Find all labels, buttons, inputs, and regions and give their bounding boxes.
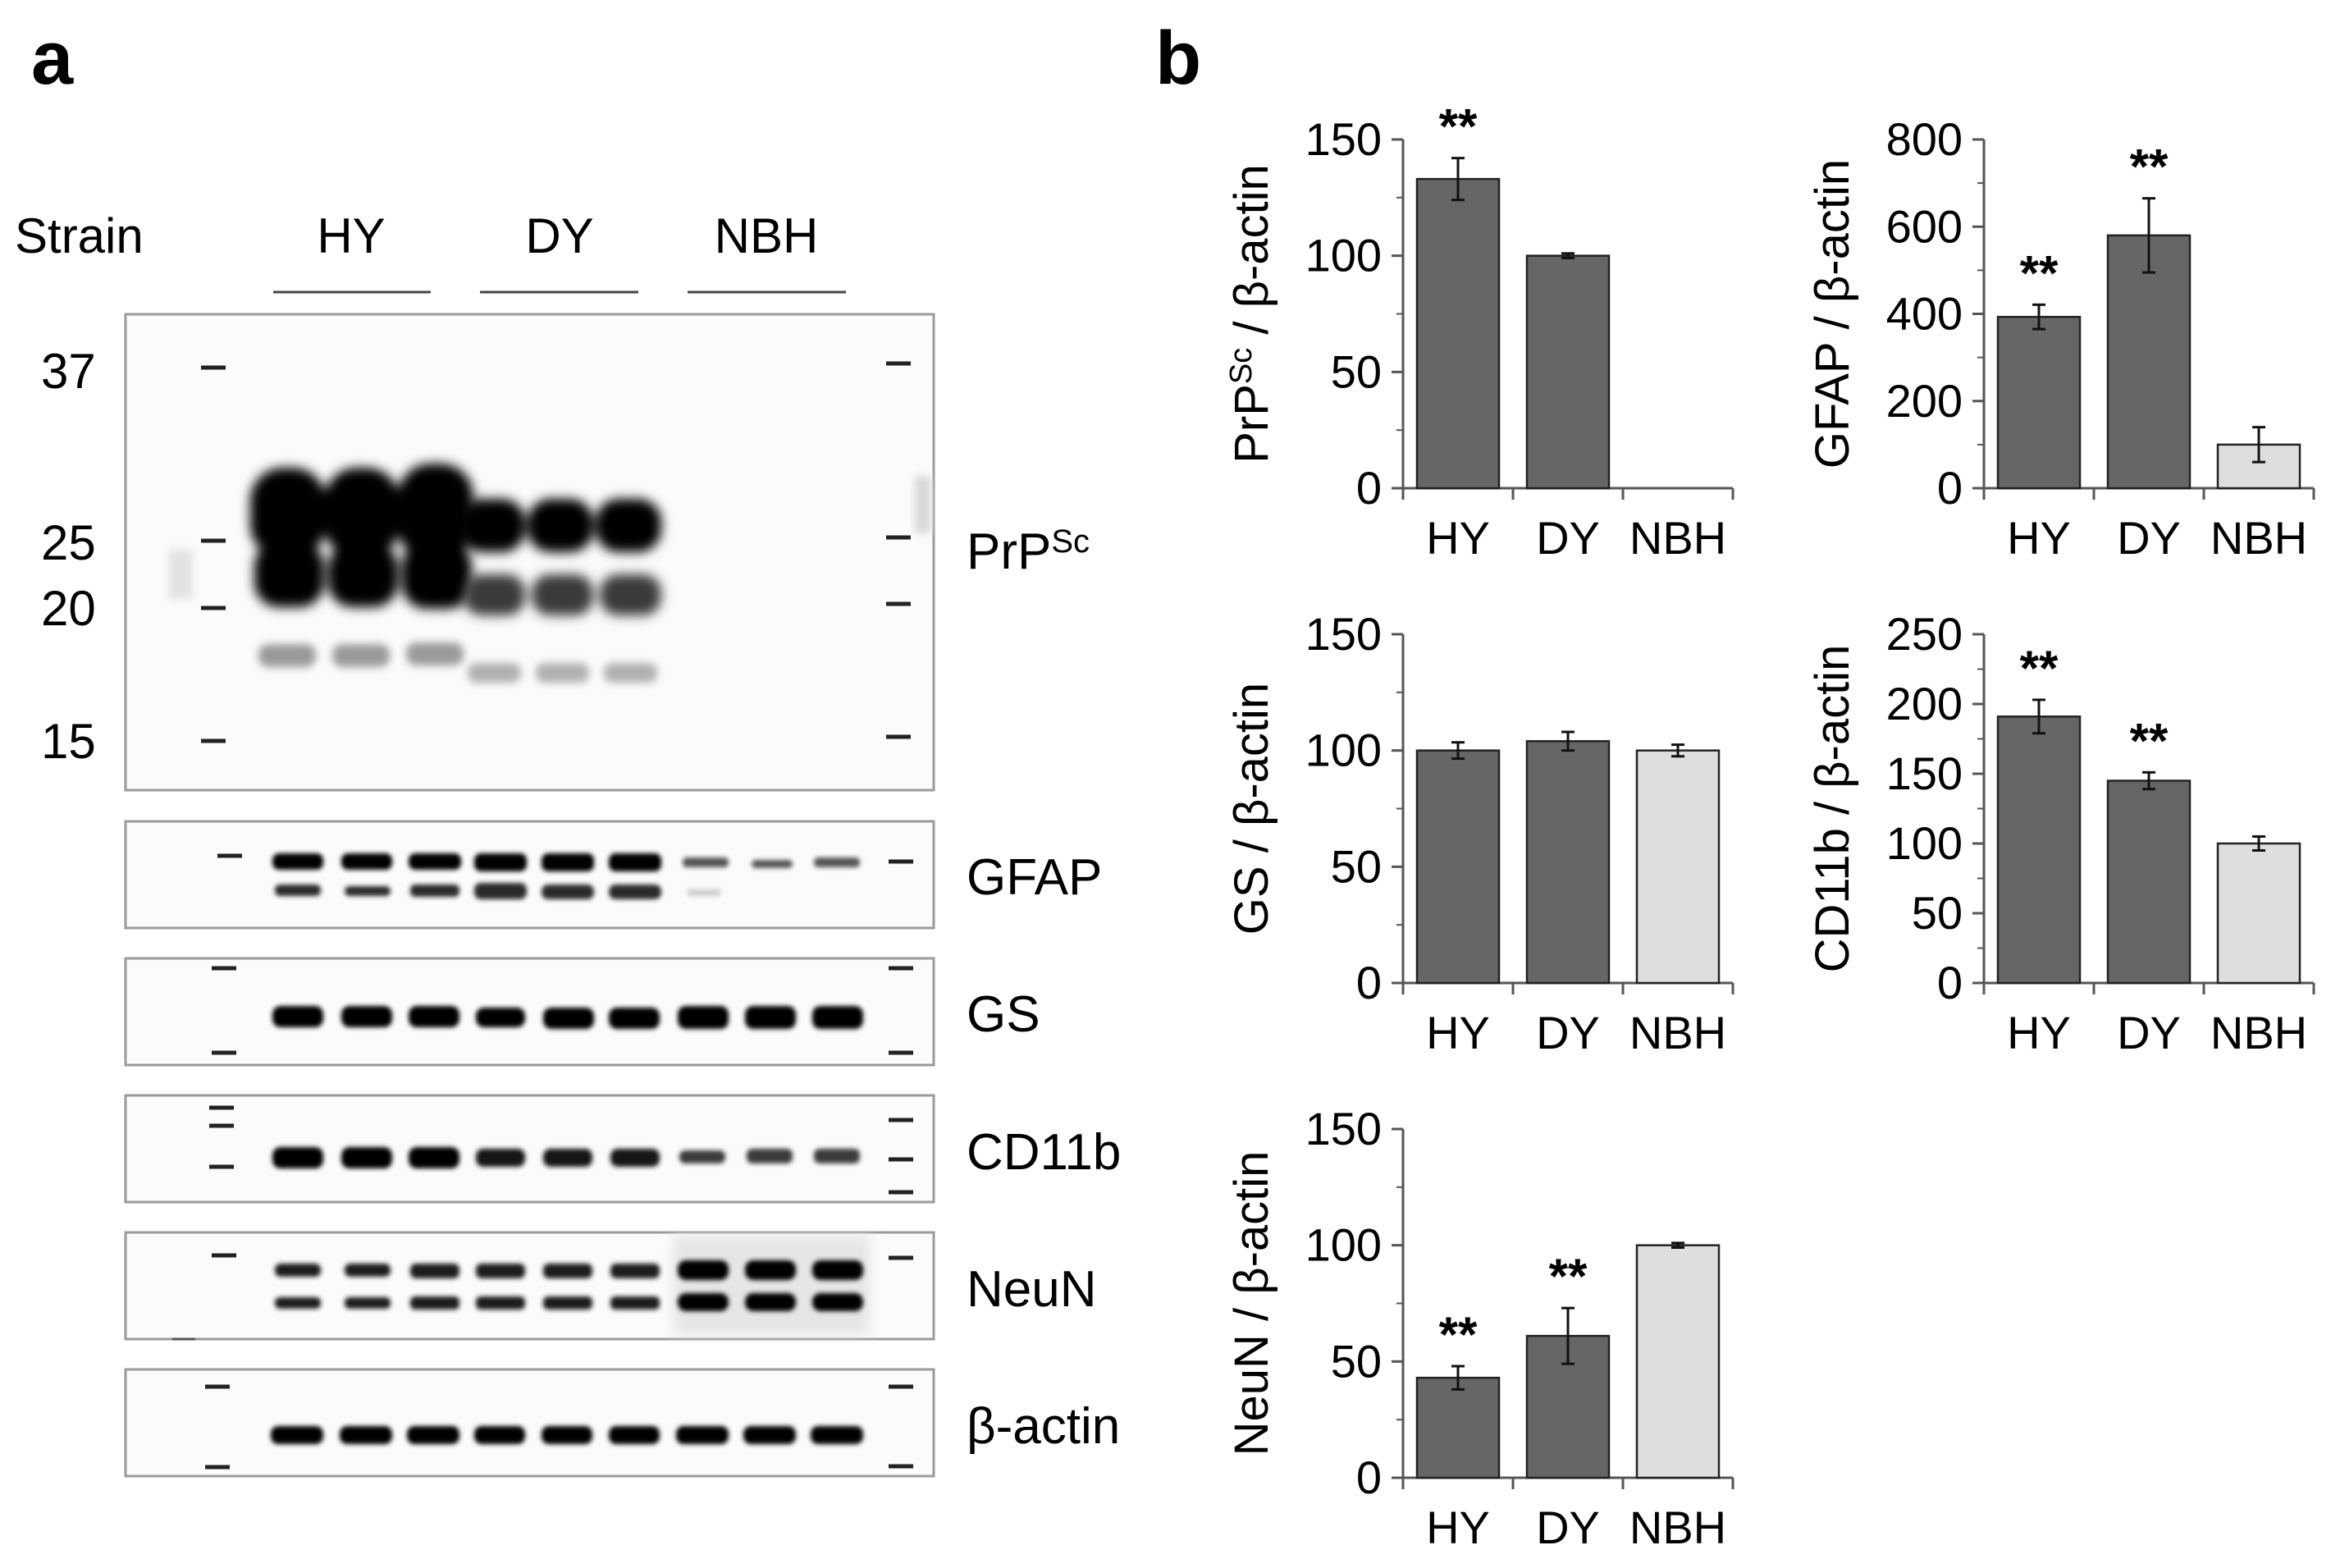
y-axis-label: GS / β-actin — [1225, 683, 1278, 935]
bar-nbh — [1635, 749, 1721, 985]
y-tick-label: 0 — [1937, 957, 1963, 1008]
blot-beta-actin: β-actin — [124, 1368, 1120, 1478]
group-label-hy: HY — [317, 208, 385, 263]
y-tick-label: 0 — [1937, 462, 1963, 514]
significance-marker: ** — [2130, 713, 2169, 768]
protein-label-neun: NeuN — [967, 1261, 1097, 1318]
mw-marker-25: 25 — [41, 515, 96, 570]
y-tick-label: 150 — [1305, 113, 1382, 165]
bar-nbh — [2216, 842, 2301, 985]
y-axis-label: PrPSc / β-actin — [1224, 164, 1278, 464]
x-tick-label-hy: HY — [1426, 1502, 1490, 1553]
x-tick-label-nbh: NBH — [2210, 512, 2307, 564]
x-tick-label-hy: HY — [1426, 512, 1490, 564]
chart-gfap: 0 200 400 600 800 ** HY ** DY NBH GFAP / β-actin — [1806, 113, 2315, 564]
blot-prpsc: PrPSc — [124, 313, 1090, 792]
protein-label-prpsc: PrPSc — [967, 523, 1090, 580]
x-tick-label-nbh: NBH — [2210, 1007, 2307, 1058]
y-tick-label: 150 — [1305, 608, 1382, 660]
y-tick-label: 600 — [1886, 200, 1963, 252]
significance-marker: ** — [2020, 641, 2059, 696]
group-label-nbh: NBH — [715, 208, 819, 263]
protein-label-gs: GS — [967, 986, 1040, 1043]
y-tick-label: 200 — [1886, 678, 1963, 729]
x-tick-label-dy: DY — [1536, 512, 1600, 564]
protein-label-gfap: GFAP — [967, 849, 1102, 906]
x-tick-label-nbh: NBH — [1629, 512, 1726, 564]
strain-label: Strain — [15, 208, 144, 263]
y-tick-label: 100 — [1886, 817, 1963, 869]
chart-gs: 0 50 100 150 HY DY NBH GS / β-actin — [1225, 608, 1735, 1058]
y-tick-label: 150 — [1886, 747, 1963, 799]
y-axis-label: CD11b / β-actin — [1806, 645, 1859, 973]
significance-marker: ** — [1439, 99, 1478, 154]
x-tick-label-dy: DY — [1536, 1007, 1600, 1058]
y-tick-label: 100 — [1305, 1219, 1382, 1271]
chart-cd11b: 0 50 100 150 200 250 ** HY ** DY NBH CD11b / β-acti… — [1806, 608, 2315, 1058]
bar-hy — [1996, 715, 2082, 985]
y-tick-label: 50 — [1331, 1335, 1382, 1387]
chart-prp: 0 50 100 150 ** HY DY NBH PrPSc / β-actin — [1224, 99, 1735, 564]
y-tick-label: 0 — [1356, 957, 1382, 1008]
chart-neun: 0 50 100 150 ** HY ** DY NBH NeuN / β-actin — [1225, 1103, 1735, 1553]
y-tick-label: 100 — [1305, 230, 1382, 281]
panel-b-bar-charts: b 0 50 100 150 ** HY DY NBH PrPSc / β-actin 0 200 4… — [1155, 16, 2315, 1553]
bar-dy — [1525, 740, 1611, 985]
blot-gfap: GFAP — [124, 820, 1102, 930]
x-tick-label-hy: HY — [1426, 1007, 1490, 1058]
mw-marker-15: 15 — [41, 714, 96, 769]
y-tick-label: 50 — [1331, 840, 1382, 892]
bar-hy — [1415, 177, 1501, 490]
panel-a-western-blot: a Strain HY DY NBH 37 25 20 15 — [15, 16, 1121, 1478]
bar-nbh — [1635, 1244, 1721, 1479]
y-tick-label: 800 — [1886, 113, 1963, 165]
protein-label-beta-actin: β-actin — [967, 1398, 1120, 1455]
y-tick-label: 0 — [1356, 1451, 1382, 1503]
bar-hy — [1415, 1376, 1501, 1479]
panel-b-letter: b — [1155, 16, 1201, 100]
x-tick-label-dy: DY — [2117, 1007, 2181, 1058]
bar-dy — [2106, 779, 2192, 985]
bar-dy — [2106, 234, 2192, 490]
significance-marker: ** — [2020, 245, 2059, 300]
charts-layer: 0 50 100 150 ** HY DY NBH PrPSc / β-actin 0 200 400… — [1224, 99, 2315, 1553]
y-tick-label: 200 — [1886, 375, 1963, 427]
x-tick-label-nbh: NBH — [1629, 1007, 1726, 1058]
mw-marker-37: 37 — [41, 344, 96, 399]
protein-label-cd11b: CD11b — [967, 1124, 1121, 1181]
bar-hy — [1996, 315, 2082, 490]
x-tick-label-nbh: NBH — [1629, 1502, 1726, 1553]
y-tick-label: 150 — [1305, 1103, 1382, 1154]
mw-marker-20: 20 — [41, 581, 96, 636]
y-tick-label: 100 — [1305, 725, 1382, 776]
y-tick-label: 0 — [1356, 462, 1382, 514]
y-axis-label: GFAP / β-actin — [1806, 159, 1859, 469]
significance-marker: ** — [2130, 139, 2169, 194]
y-tick-label: 250 — [1886, 608, 1963, 660]
group-label-dy: DY — [525, 208, 593, 263]
significance-marker: ** — [1549, 1249, 1588, 1304]
y-axis-label: NeuN / β-actin — [1225, 1151, 1278, 1456]
blot-gs: GS — [124, 957, 1040, 1067]
y-tick-label: 50 — [1912, 887, 1963, 939]
significance-marker: ** — [1439, 1307, 1478, 1362]
blot-cd11b: CD11b — [124, 1094, 1121, 1204]
x-tick-label-hy: HY — [2007, 1007, 2071, 1058]
x-tick-label-dy: DY — [1536, 1502, 1600, 1553]
x-tick-label-hy: HY — [2007, 512, 2071, 564]
bar-hy — [1415, 749, 1501, 985]
bar-dy — [1525, 254, 1611, 490]
x-tick-label-dy: DY — [2117, 512, 2181, 564]
blot-neun: NeuN — [124, 1231, 1097, 1341]
panel-a-letter: a — [31, 16, 74, 100]
y-tick-label: 400 — [1886, 288, 1963, 340]
y-tick-label: 50 — [1331, 345, 1382, 397]
